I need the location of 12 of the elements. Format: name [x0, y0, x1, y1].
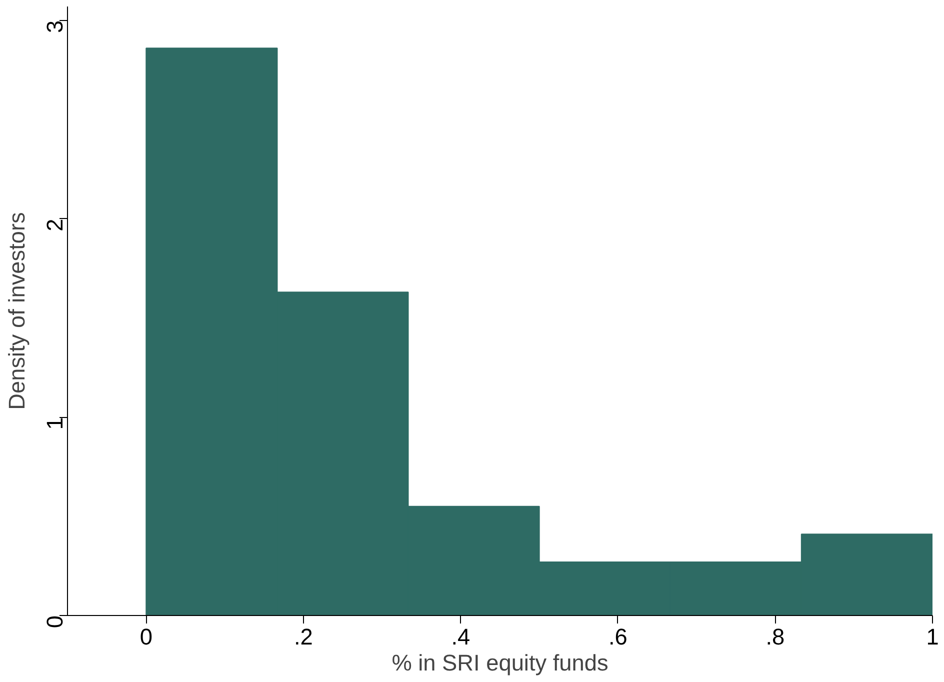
y-tick-label: 0 — [42, 615, 68, 628]
x-tick-label: 0 — [140, 624, 152, 650]
x-tick-label: .4 — [451, 624, 470, 650]
y-tick-label: 1 — [42, 417, 68, 430]
x-tick-label: .2 — [294, 624, 313, 650]
x-tick-label: 1 — [926, 624, 939, 650]
x-tick-label: .8 — [766, 624, 785, 650]
y-tick-label: 2 — [42, 218, 68, 232]
x-tick-label: .6 — [608, 624, 628, 650]
y-axis-title: Density of investors — [4, 212, 30, 410]
x-axis-title: % in SRI equity funds — [392, 650, 608, 676]
y-tick-label: 3 — [42, 20, 68, 33]
